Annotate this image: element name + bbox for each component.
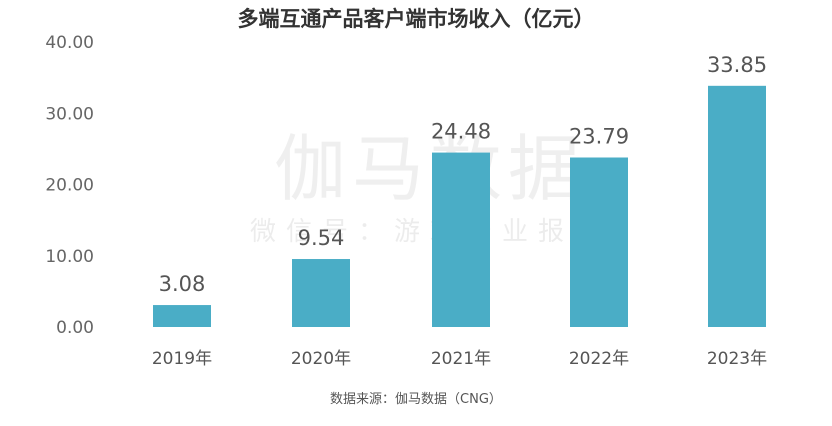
bar xyxy=(708,85,766,327)
data-label: 24.48 xyxy=(431,120,491,144)
x-category-label: 2020年 xyxy=(291,349,351,369)
y-tick-label: 10.00 xyxy=(45,247,94,267)
data-labels: 3.08 9.54 24.48 23.79 33.85 xyxy=(159,53,767,296)
data-label: 33.85 xyxy=(707,53,767,77)
x-axis-labels: 2019年 2020年 2021年 2022年 2023年 xyxy=(152,349,767,369)
bar xyxy=(432,152,490,327)
x-category-label: 2023年 xyxy=(707,349,767,369)
bar xyxy=(570,157,628,327)
y-axis-ticks: 0.00 10.00 20.00 30.00 40.00 xyxy=(45,33,94,338)
x-category-label: 2022年 xyxy=(569,349,629,369)
data-label: 3.08 xyxy=(159,272,206,296)
chart-title: 多端互通产品客户端市场收入（亿元） xyxy=(238,7,595,31)
bars xyxy=(153,85,766,327)
data-label: 9.54 xyxy=(298,226,345,250)
y-tick-label: 30.00 xyxy=(45,104,94,124)
x-category-label: 2019年 xyxy=(152,349,212,369)
watermark-main: 伽马数据 xyxy=(274,127,586,211)
y-tick-label: 20.00 xyxy=(45,176,94,196)
bar xyxy=(153,305,211,327)
y-tick-label: 0.00 xyxy=(56,318,94,338)
bar xyxy=(292,259,350,327)
x-category-label: 2021年 xyxy=(431,349,491,369)
y-tick-label: 40.00 xyxy=(45,33,94,53)
data-label: 23.79 xyxy=(569,124,629,148)
source-note: 数据来源：伽马数据（CNG） xyxy=(330,392,502,407)
watermark-sub: 微信号：游戏产业报告 xyxy=(250,217,610,247)
watermark: 伽马数据 微信号：游戏产业报告 xyxy=(250,127,610,247)
